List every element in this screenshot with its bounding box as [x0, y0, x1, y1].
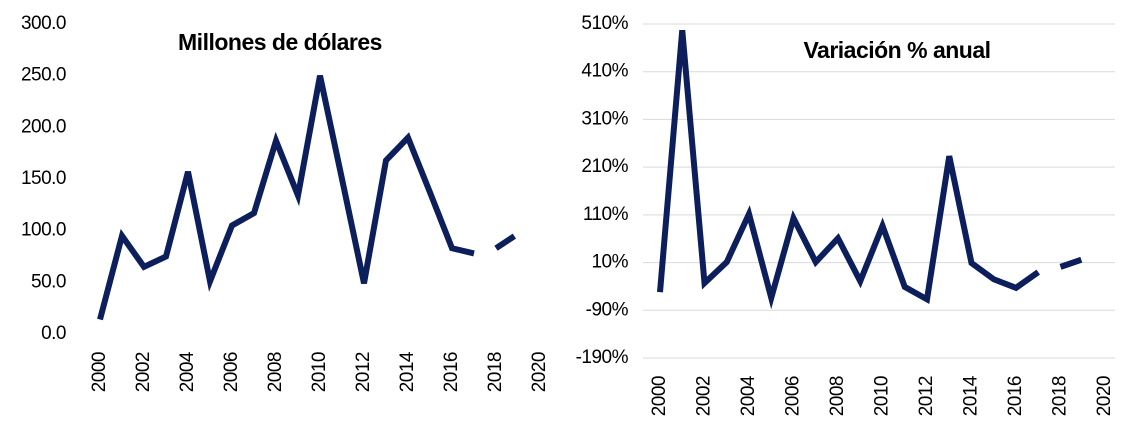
x-tick-label: 2020	[1094, 376, 1115, 416]
y-tick-label: 150.0	[21, 168, 66, 189]
chart-title: Millones de dólares	[178, 29, 382, 55]
x-tick-label: 2016	[441, 352, 462, 392]
y-tick-label: 10%	[591, 252, 628, 273]
x-tick-label: 2012	[353, 352, 374, 392]
x-tick-label: 2020	[529, 352, 550, 392]
y-tick-label: 300.0	[21, 13, 66, 34]
y-tick-label: 110%	[583, 204, 629, 225]
x-tick-label: 2008	[827, 376, 848, 416]
x-tick-label: 2018	[485, 352, 506, 392]
y-tick-label: 210%	[581, 156, 628, 177]
x-tick-label: 2018	[1050, 376, 1071, 416]
x-tick-label: 2000	[649, 376, 670, 416]
line-series	[657, 29, 1040, 310]
x-tick-label: 2016	[1005, 376, 1026, 416]
y-tick-label: 510%	[581, 13, 628, 34]
x-tick-label: 2004	[738, 375, 759, 416]
line-series	[97, 75, 475, 321]
y-tick-label: 50.0	[31, 271, 66, 292]
y-tick-label: 250.0	[21, 65, 66, 86]
x-tick-label: 2008	[265, 352, 286, 392]
line-series	[494, 231, 520, 251]
line-series	[1059, 256, 1084, 270]
y-tick-label: 0.0	[41, 323, 66, 344]
x-tick-label: 2014	[961, 375, 982, 416]
y-tick-label: 100.0	[21, 220, 66, 241]
x-tick-label: 2002	[133, 352, 154, 392]
x-tick-label: 2010	[309, 352, 330, 392]
x-tick-label: 2012	[916, 376, 937, 416]
x-tick-label: 2006	[221, 352, 242, 392]
x-tick-label: 2014	[397, 351, 418, 392]
y-tick-label: -90%	[586, 299, 629, 320]
x-tick-label: 2002	[694, 376, 715, 416]
chart-title: Variación % anual	[803, 37, 990, 63]
x-tick-label: 2004	[177, 351, 198, 392]
y-tick-label: 200.0	[21, 116, 66, 137]
y-tick-label: -190%	[576, 347, 629, 368]
y-tick-label: 410%	[581, 61, 628, 82]
x-tick-label: 2006	[783, 376, 804, 416]
x-tick-label: 2010	[872, 376, 893, 416]
y-tick-label: 310%	[581, 108, 628, 129]
x-tick-label: 2000	[89, 352, 110, 392]
